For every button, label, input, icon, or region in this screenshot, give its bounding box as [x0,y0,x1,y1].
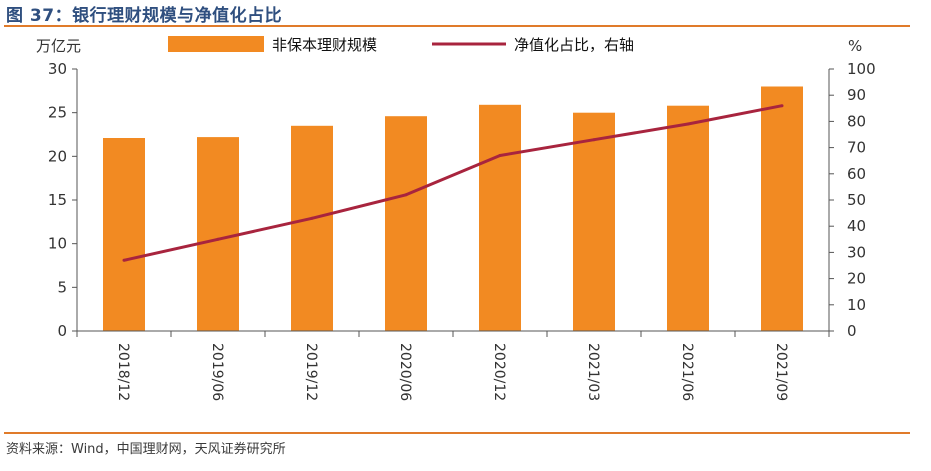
combo-chart: 万亿元 % 非保本理财规模 净值化占比，右轴 0 5 10 15 20 25 30 0 10 2… [36,36,876,401]
right-tick-label: 70 [847,139,866,157]
right-tick-label: 50 [847,191,866,209]
bar-2021/09 [761,86,803,331]
footer-rule [4,432,910,434]
line-point-2021/03 [592,138,596,142]
line-point-2021/06 [686,122,690,126]
right-tick-label: 20 [847,270,866,288]
left-tick-label: 10 [48,235,67,253]
right-tick-label: 40 [847,217,866,235]
legend-label-line: 净值化占比，右轴 [514,36,634,54]
bar-2019/12 [291,125,333,331]
left-tick-label: 25 [48,104,67,122]
line-path [123,104,783,262]
left-tick-label: 20 [48,147,67,165]
bar-2021/06 [667,105,709,331]
figure-title: 图 37：银行理财规模与净值化占比 [6,6,283,26]
line-point-2019/12 [310,216,314,220]
right-tick-label: 90 [847,86,866,104]
right-axis-unit: % [848,37,862,55]
left-tick-label: 0 [57,322,67,340]
left-axis-unit: 万亿元 [36,37,81,55]
x-tick-label: 2021/06 [679,343,695,401]
left-tick-label: 30 [48,60,67,78]
bar-series [103,86,803,331]
right-tick-label: 0 [847,322,857,340]
bar-2020/06 [385,116,427,331]
line-series [122,104,784,262]
right-tick-label: 30 [847,243,866,261]
bar-2021/03 [573,112,615,331]
line-point-2019/06 [216,237,220,241]
x-axis-ticks: 2018/12 2019/06 2019/12 2020/06 2020/12 2021/… [115,343,789,401]
left-axis-ticks: 0 5 10 15 20 25 30 [48,60,77,340]
right-axis-ticks: 0 10 20 30 40 50 60 70 80 90 100 [829,60,876,340]
line-point-2020/06 [404,193,408,197]
x-tick-label: 2019/12 [303,343,319,401]
right-tick-label: 10 [847,296,866,314]
right-tick-label: 60 [847,165,866,183]
source-note: 资料来源：Wind，中国理财网，天风证券研究所 [6,442,286,457]
x-tick-label: 2020/06 [397,343,413,401]
x-tick-label: 2018/12 [115,343,131,401]
x-tick-label: 2019/06 [209,343,225,401]
title-rule [4,25,910,27]
legend-label-bar: 非保本理财规模 [272,36,377,54]
left-tick-label: 15 [48,191,67,209]
axes [76,69,830,337]
bar-2019/06 [197,137,239,331]
legend: 非保本理财规模 净值化占比，右轴 [168,36,634,54]
bar-2020/12 [479,104,521,331]
line-point-2020/12 [498,154,502,157]
left-tick-label: 5 [57,278,67,296]
x-tick-label: 2020/12 [491,343,507,401]
bar-2018/12 [103,138,145,331]
right-tick-label: 100 [847,60,876,78]
legend-swatch-bar [168,36,264,52]
x-tick-label: 2021/03 [585,343,601,401]
x-tick-label: 2021/09 [773,343,789,401]
right-tick-label: 80 [847,112,866,130]
line-point-2018/12 [122,258,126,262]
line-point-2021/09 [780,104,784,108]
